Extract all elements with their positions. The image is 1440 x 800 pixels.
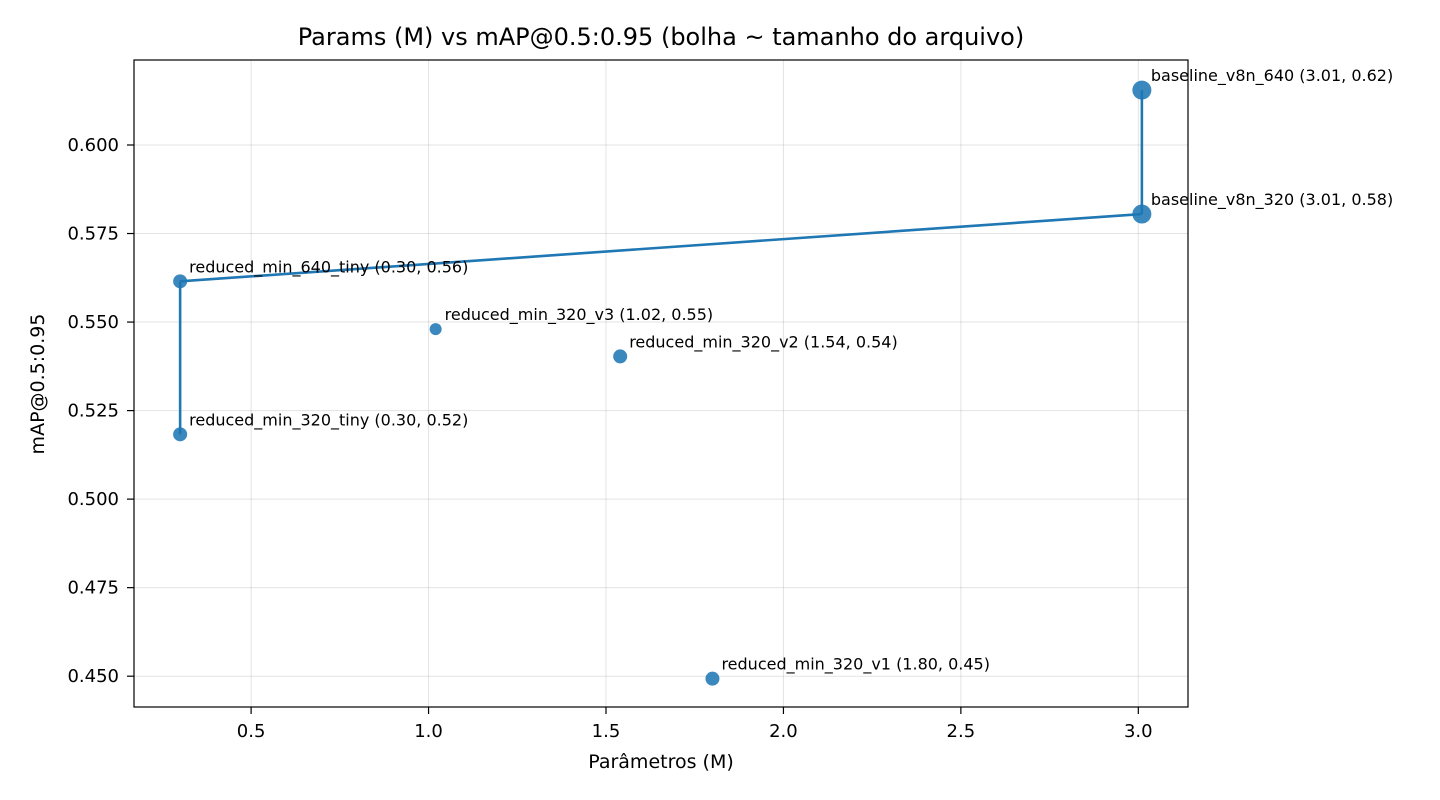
- x-axis-label: Parâmetros (M): [588, 751, 734, 773]
- axes: 0.5 1.0 1.5 2.0 2.5 3.0 0.450 0.475 0.500 0.525 0.…: [67, 59, 1189, 742]
- y-tick-label: 0.550: [67, 312, 119, 333]
- data-point-label: reduced_min_320_v3 (1.02, 0.55): [445, 305, 714, 325]
- data-points: [173, 80, 1152, 686]
- data-point: [173, 427, 188, 442]
- data-point-label: reduced_min_640_tiny (0.30, 0.56): [189, 257, 468, 277]
- y-tick-label: 0.475: [67, 578, 119, 599]
- point-labels: baseline_v8n_640 (3.01, 0.62) baseline_v8…: [189, 66, 1393, 675]
- y-tick-label: 0.575: [67, 224, 119, 245]
- x-tick-label: 2.0: [769, 721, 798, 742]
- x-tick-label: 1.5: [592, 721, 621, 742]
- data-point-label: baseline_v8n_640 (3.01, 0.62): [1151, 66, 1393, 86]
- y-tick-label: 0.500: [67, 489, 119, 510]
- y-tick-label: 0.450: [67, 666, 119, 687]
- data-point-label: reduced_min_320_v2 (1.54, 0.54): [629, 332, 898, 352]
- data-point: [1132, 80, 1152, 100]
- grid-lines: [134, 60, 1188, 707]
- connection-line: [180, 212, 1142, 283]
- data-point: [705, 671, 720, 686]
- x-tick-label: 0.5: [237, 721, 266, 742]
- data-point-label: baseline_v8n_320 (3.01, 0.58): [1151, 190, 1393, 210]
- x-tick-label: 1.0: [414, 721, 443, 742]
- data-point: [173, 274, 188, 289]
- data-point-label: reduced_min_320_v1 (1.80, 0.45): [721, 655, 990, 675]
- chart-title: Params (M) vs mAP@0.5:0.95 (bolha ~ tama…: [298, 23, 1024, 51]
- x-tick-label: 3.0: [1124, 721, 1153, 742]
- y-tick-label: 0.600: [67, 135, 119, 156]
- y-axis-label: mAP@0.5:0.95: [27, 314, 49, 455]
- connection-lines: [178, 90, 1144, 435]
- data-point: [1132, 204, 1152, 224]
- plot-frame: [133, 59, 1189, 708]
- y-tick-label: 0.525: [67, 401, 119, 422]
- data-point: [429, 323, 442, 336]
- x-tick-label: 2.5: [947, 721, 976, 742]
- data-point-label: reduced_min_320_tiny (0.30, 0.52): [189, 410, 468, 430]
- data-point: [613, 349, 628, 364]
